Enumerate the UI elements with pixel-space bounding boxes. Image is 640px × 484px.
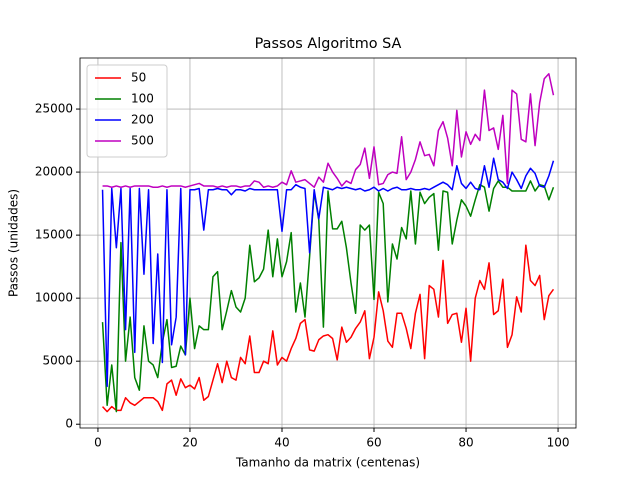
plot-frame [79,57,577,429]
x-tick-label: 60 [366,436,381,450]
series-line [101,244,555,413]
y-tick-label: 0 [65,417,73,431]
legend-box [86,64,168,158]
y-tick-label: 5000 [42,354,73,368]
x-tick-label: 40 [274,436,289,450]
y-tick-label: 20000 [35,165,73,179]
x-tick-label: 20 [182,436,197,450]
y-axis-label: Passos (unidades) [7,189,21,297]
y-tick-label: 15000 [35,228,73,242]
legend-label: 100 [131,92,154,106]
chart-title: Passos Algoritmo SA [255,36,402,52]
x-tick-label: 0 [94,436,102,450]
y-tick-label: 25000 [35,102,73,116]
series-line [101,157,555,388]
series-line [102,73,555,188]
y-tick-label: 10000 [35,291,73,305]
legend-label: 200 [131,113,154,127]
x-axis-label: Tamanho da matrix (centenas) [235,456,420,470]
x-tick-label: 80 [458,436,473,450]
x-tick-label: 100 [547,436,570,450]
legend-label: 500 [131,134,154,148]
legend-label: 50 [131,71,146,85]
